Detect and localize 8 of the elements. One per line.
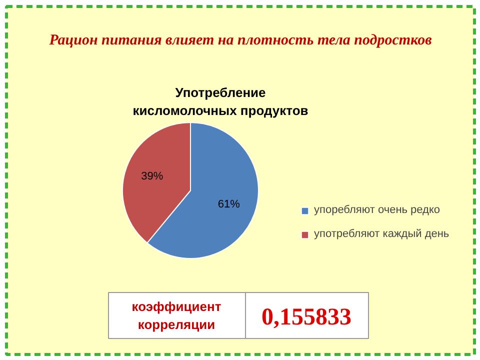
- data-label: 39%: [141, 170, 164, 183]
- data-label: 61%: [218, 198, 240, 210]
- chart-subtitle: Рацион питания влияет на плотность тела подростков: [49, 32, 432, 48]
- legend-label: упоребляют очень редко: [314, 204, 440, 216]
- text: 0,155833: [262, 304, 352, 330]
- text: коэффициент корреляции: [132, 299, 222, 332]
- legend-label: употребляют каждый день: [314, 228, 450, 240]
- chart-title: Употребление кисломолочных продуктов: [132, 85, 308, 118]
